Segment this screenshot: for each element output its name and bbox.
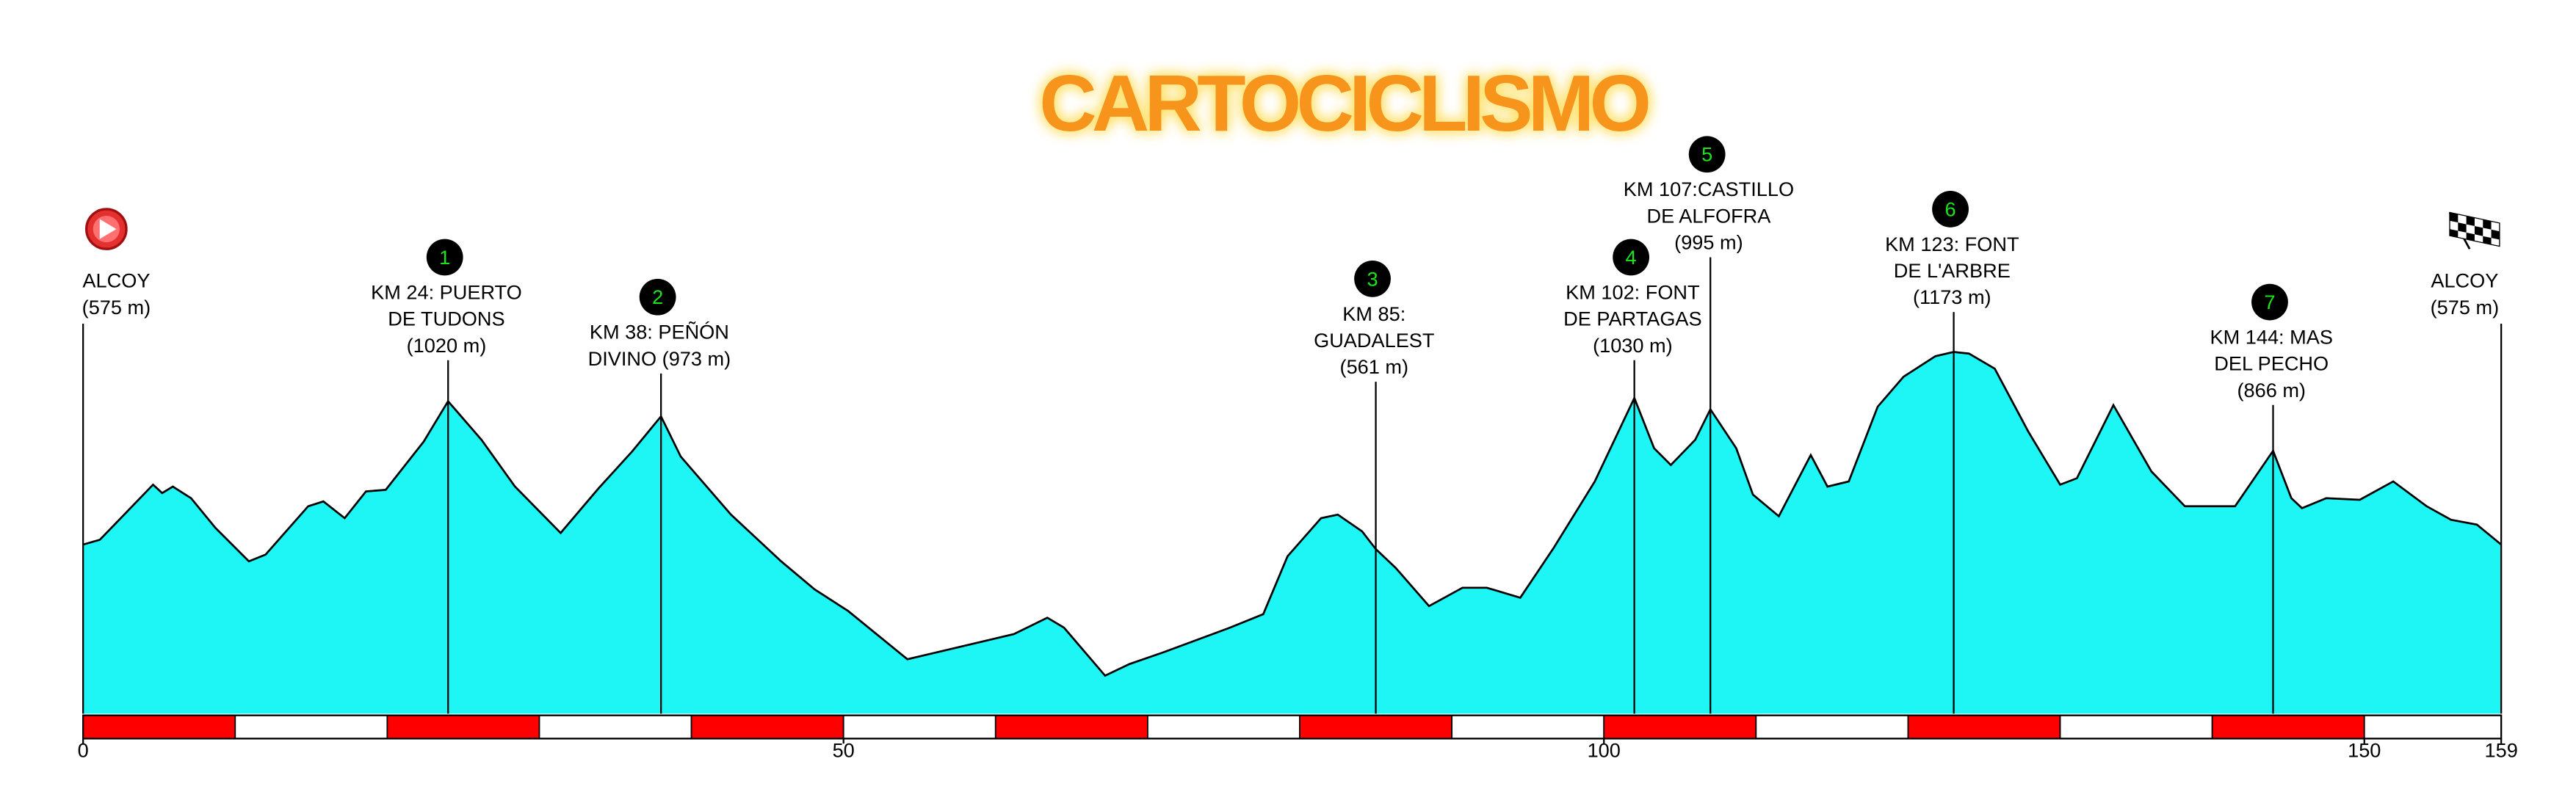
distance-stripe [1755, 714, 1909, 740]
climb-marker [639, 278, 676, 316]
climb-label: DEL PECHO [2214, 352, 2329, 375]
start-label: ALCOY [82, 269, 150, 292]
logo: CARTOCICLISMO [1039, 59, 1648, 148]
climb-number: 3 [1367, 267, 1378, 290]
climb-label: KM 102: FONT [1566, 280, 1699, 303]
climb-number: 1 [439, 246, 450, 269]
climb-label: DE ALFOFRA [1646, 204, 1771, 227]
climb-label: (561 m) [1340, 355, 1409, 378]
x-tick-label: 150 [2348, 739, 2381, 762]
start-icon [84, 208, 128, 250]
climb-number: 2 [652, 286, 663, 308]
x-tick-label: 159 [2485, 739, 2518, 762]
profile-area [83, 352, 2502, 714]
climb-number: 5 [1701, 143, 1712, 166]
x-tick-label: 100 [1588, 739, 1621, 762]
climb-number: 4 [1626, 246, 1637, 269]
finish-flag-icon [2448, 211, 2500, 250]
climb-label: (1030 m) [1593, 334, 1673, 357]
start-label: (575 m) [82, 296, 151, 319]
climb-number: 7 [2264, 291, 2275, 313]
distance-stripe [1147, 714, 1300, 740]
distance-stripe [1603, 714, 1757, 740]
climb-label: KM 38: PEÑÓN [590, 321, 729, 343]
finish-label: (575 m) [2431, 296, 2500, 319]
climb-label: DE L'ARBRE [1894, 259, 2011, 282]
distance-stripe [1451, 714, 1605, 740]
climb-label: KM 24: PUERTO [371, 280, 522, 303]
climb-label: DE TUDONS [388, 308, 504, 330]
distance-stripe [1299, 714, 1453, 740]
climb-label: KM 144: MAS [2210, 326, 2333, 349]
distance-stripe [82, 714, 236, 740]
distance-bar-border [82, 714, 2503, 740]
climb-label: (995 m) [1674, 231, 1743, 254]
climb-label: (866 m) [2237, 379, 2306, 401]
climb-marker [426, 239, 463, 276]
climb-marker [2251, 283, 2288, 321]
climb-label: KM 107:CASTILLO [1624, 178, 1794, 200]
distance-stripe [2363, 714, 2503, 740]
distance-stripe [690, 714, 844, 740]
climb-label: DIVINO (973 m) [588, 347, 731, 370]
climb-marker [1932, 191, 1969, 228]
climb-label: KM 123: FONT [1885, 233, 2019, 255]
distance-stripe [2059, 714, 2213, 740]
climb-marker [1688, 136, 1726, 173]
climb-label: (1173 m) [1913, 286, 1991, 308]
distance-stripe [994, 714, 1148, 740]
distance-stripe [842, 714, 996, 740]
climb-label: KM 85: [1342, 302, 1405, 325]
climb-label: (1020 m) [407, 334, 487, 357]
distance-stripe [234, 714, 388, 740]
x-tick-label: 50 [833, 739, 855, 762]
climb-label: GUADALEST [1314, 329, 1434, 352]
climb-label: DE PARTAGAS [1563, 308, 1701, 330]
distance-stripe [1907, 714, 2061, 740]
climb-marker [1354, 261, 1391, 297]
climb-number: 6 [1944, 197, 1955, 220]
x-tick-label: 0 [78, 739, 89, 762]
finish-label: ALCOY [2431, 269, 2498, 292]
distance-stripe [538, 714, 692, 740]
distance-stripe [2211, 714, 2365, 740]
climb-marker [1613, 239, 1650, 276]
distance-stripe [386, 714, 540, 740]
